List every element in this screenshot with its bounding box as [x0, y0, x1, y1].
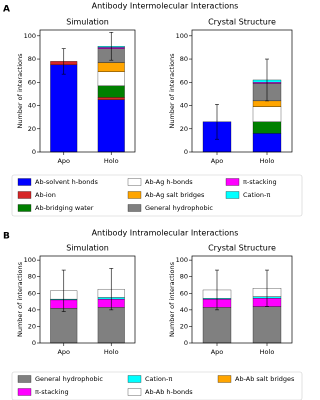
- y-tick-label: 80: [28, 273, 36, 281]
- legend-swatch: [17, 178, 32, 186]
- bar-segment: [97, 71, 125, 86]
- legend-label: Ab-Ag salt bridges: [145, 191, 205, 199]
- bar-segment: [252, 306, 282, 344]
- y-axis-label: Number of interactions: [16, 261, 24, 337]
- legend-swatch: [17, 375, 32, 383]
- x-tick-label: Holo: [104, 348, 119, 356]
- bar-segment: [50, 64, 78, 153]
- x-tick-label: Holo: [260, 348, 275, 356]
- y-tick-label: 40: [180, 306, 188, 314]
- legend-swatch: [17, 204, 32, 212]
- y-tick-label: 80: [180, 273, 188, 281]
- chart-title: Simulation: [66, 18, 109, 27]
- y-tick-label: 20: [180, 322, 188, 330]
- y-tick-label: 80: [180, 55, 188, 63]
- legend-frame: [11, 174, 303, 217]
- legend-label: Ab-Ab salt bridges: [235, 375, 295, 383]
- bar-segment: [252, 106, 282, 122]
- legend-swatch: [17, 191, 32, 199]
- legend-swatch: [127, 388, 142, 396]
- legend-frame: [11, 371, 303, 400]
- legend-label: Ab-solvent h-bonds: [35, 178, 98, 186]
- bar-segment: [202, 307, 232, 344]
- chart-title: Crystal Structure: [208, 244, 276, 253]
- y-tick-label: 40: [28, 306, 36, 314]
- y-tick-label: 20: [180, 125, 188, 133]
- y-tick-label: 100: [176, 32, 188, 40]
- legend-label: General hydrophobic: [145, 204, 213, 212]
- bar-segment: [97, 99, 125, 153]
- legend-label: Ab-ion: [35, 191, 56, 199]
- y-tick-label: 0: [32, 148, 36, 156]
- legend-swatch: [127, 204, 142, 212]
- y-tick-label: 20: [28, 125, 36, 133]
- chart-title: Simulation: [66, 244, 109, 253]
- y-axis-label: Number of interactions: [168, 261, 176, 337]
- y-tick-label: 100: [176, 256, 188, 264]
- legend-label: General hydrophobic: [35, 375, 103, 383]
- y-tick-label: 60: [28, 289, 36, 297]
- legend-swatch: [217, 375, 232, 383]
- y-tick-label: 60: [180, 78, 188, 86]
- bar-segment: [97, 85, 125, 98]
- panel-label: A: [3, 5, 10, 15]
- legend-swatch: [127, 375, 142, 383]
- bar-segment: [97, 97, 125, 100]
- chart-title: Crystal Structure: [208, 18, 276, 27]
- bar-segment: [97, 62, 125, 72]
- y-axis-label: Number of interactions: [168, 53, 176, 129]
- x-tick-label: Holo: [260, 157, 275, 165]
- y-tick-label: 60: [180, 289, 188, 297]
- bar-segment: [50, 308, 78, 344]
- panel-title: Antibody Intramolecular Interactions: [92, 229, 239, 238]
- x-tick-label: Apo: [211, 348, 224, 356]
- legend-swatch: [127, 191, 142, 199]
- axes-frame: [39, 29, 136, 153]
- legend-label: Ab-bridging water: [35, 204, 94, 212]
- y-tick-label: 100: [24, 256, 36, 264]
- axes-frame: [191, 255, 293, 344]
- y-tick-label: 20: [28, 322, 36, 330]
- y-tick-label: 40: [28, 102, 36, 110]
- y-tick-label: 0: [184, 148, 188, 156]
- legend-swatch: [225, 178, 240, 186]
- legend-label: π-stacking: [243, 178, 277, 186]
- legend-label: Ab-Ab h-bonds: [145, 388, 193, 396]
- legend-label: Ab-Ag h-bonds: [145, 178, 193, 186]
- legend-label: Cation-π: [243, 191, 270, 199]
- bar-segment: [252, 100, 282, 107]
- y-tick-label: 100: [24, 32, 36, 40]
- y-tick-label: 60: [28, 78, 36, 86]
- legend-label: Cation-π: [145, 375, 172, 383]
- y-tick-label: 80: [28, 55, 36, 63]
- bar-segment: [252, 121, 282, 134]
- x-tick-label: Apo: [211, 157, 224, 165]
- x-tick-label: Apo: [57, 348, 70, 356]
- panel-label: B: [3, 232, 10, 242]
- legend-label: π-stacking: [35, 388, 69, 396]
- figure: A Antibody Intermolecular Interactions B…: [3, 1, 303, 400]
- bar-segment: [97, 307, 125, 344]
- legend-swatch: [17, 388, 32, 396]
- y-tick-label: 0: [32, 339, 36, 347]
- legend-swatch: [127, 178, 142, 186]
- y-axis-label: Number of interactions: [16, 53, 24, 129]
- y-tick-label: 40: [180, 102, 188, 110]
- panel-title: Antibody Intermolecular Interactions: [92, 2, 239, 11]
- y-tick-label: 0: [184, 339, 188, 347]
- axes-frame: [39, 255, 136, 344]
- axes-frame: [191, 29, 293, 153]
- x-tick-label: Apo: [57, 157, 70, 165]
- bar-segment: [252, 133, 282, 153]
- x-tick-label: Holo: [104, 157, 119, 165]
- legend-swatch: [225, 191, 240, 199]
